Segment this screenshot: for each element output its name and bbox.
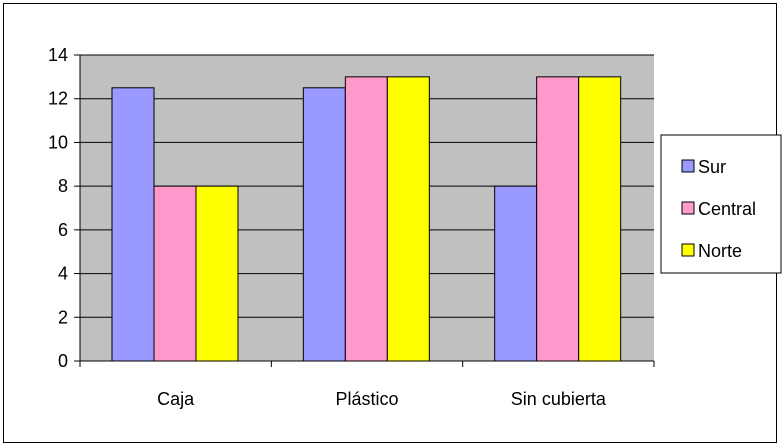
bar-central-3 <box>536 76 580 362</box>
bar-norte-3 <box>578 76 622 362</box>
bar-sur-1 <box>111 87 155 362</box>
x-tick-label: Plástico <box>335 389 398 409</box>
x-tick-label: Caja <box>157 389 195 409</box>
y-tick-label: 10 <box>48 132 68 152</box>
y-tick-label: 2 <box>58 307 68 327</box>
legend-label-sur: Sur <box>698 157 726 177</box>
y-tick-label: 8 <box>58 176 68 196</box>
bar-central-1 <box>153 185 197 362</box>
plot-area: 0 2 4 6 8 10 12 14 Caja Plástico Sin cubierta <box>48 45 655 409</box>
legend-label-norte: Norte <box>698 241 742 261</box>
bar-norte-1 <box>195 185 239 362</box>
x-tick-label: Sin cubierta <box>511 389 607 409</box>
legend-swatch-sur <box>681 159 695 173</box>
legend: Sur Central Norte <box>660 134 782 274</box>
y-tick-label: 12 <box>48 89 68 109</box>
y-tick-label: 4 <box>58 264 68 284</box>
legend-box <box>660 134 782 274</box>
bar-central-2 <box>344 76 388 362</box>
legend-swatch-norte <box>681 243 695 257</box>
y-tick-label: 6 <box>58 220 68 240</box>
legend-swatch-central <box>681 201 695 215</box>
y-tick-label: 14 <box>48 45 68 65</box>
y-tick-label: 0 <box>58 351 68 371</box>
bar-norte-2 <box>386 76 430 362</box>
legend-label-central: Central <box>698 199 756 219</box>
bar-sur-2 <box>302 87 346 362</box>
bar-sur-3 <box>494 185 538 362</box>
